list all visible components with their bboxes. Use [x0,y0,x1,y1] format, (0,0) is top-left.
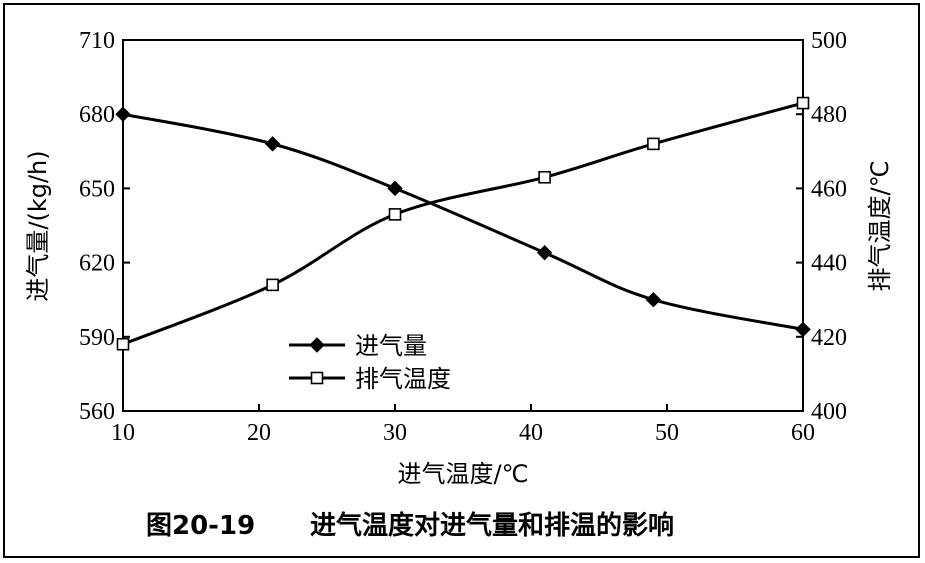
x-axis-label: 进气温度/℃ [397,460,528,488]
x-tick-label: 40 [519,420,543,446]
figure-frame [3,3,920,558]
y-left-tick-label: 590 [79,325,115,351]
data-point-exhaust-temp [388,208,402,221]
legend-marker [309,337,325,353]
data-point-exhaust-temp [796,96,810,110]
series-markers [115,96,811,351]
y-left-tick-label: 560 [79,399,115,425]
axes [122,39,804,412]
x-tick-label: 30 [383,420,407,446]
y-left-tick-label: 710 [79,28,115,54]
series-lines [122,101,804,346]
data-point-intake-flow [536,244,553,261]
data-point-exhaust-temp [266,278,279,292]
legend-marker [310,371,324,385]
x-tick-label: 20 [247,420,271,446]
data-point-exhaust-temp [116,337,130,351]
data-point-intake-flow [645,291,662,308]
x-tick-label: 50 [655,420,679,446]
y-axis-left-label: 进气量/(kg/h) [24,150,52,301]
legend-label: 排气温度 [355,365,451,393]
data-point-intake-flow [115,106,131,122]
y-right-tick-label: 500 [811,28,847,54]
tick-labels: 10 20 30 40 50 60 560 590 620 650 680 710 400 420 440 4… [79,28,847,446]
figure-caption-number: 图20-19 [146,511,255,541]
y-left-tick-label: 620 [79,251,115,277]
plot-area-border [122,39,804,412]
y-right-tick-label: 420 [811,325,847,351]
y-right-tick-label: 480 [811,102,847,128]
y-right-tick-label: 440 [811,251,847,277]
data-point-intake-flow [264,136,281,152]
x-tick-label: 60 [791,420,815,446]
data-point-exhaust-temp [538,170,551,184]
legend-label: 进气量 [355,332,427,360]
x-tick-label: 10 [111,420,135,446]
y-right-tick-label: 400 [811,399,847,425]
y-axis-right-label: 排气温度/℃ [866,160,894,291]
data-point-intake-flow [795,321,811,338]
y-left-tick-label: 650 [79,176,115,202]
data-point-intake-flow [387,180,403,197]
y-left-tick-label: 680 [79,102,115,128]
series-line-2 [122,101,804,346]
series-line-1 [122,112,804,331]
figure-caption-title: 进气温度对进气量和排温的影响 [310,510,674,541]
data-point-exhaust-temp [647,137,660,151]
y-right-tick-label: 460 [811,176,847,202]
